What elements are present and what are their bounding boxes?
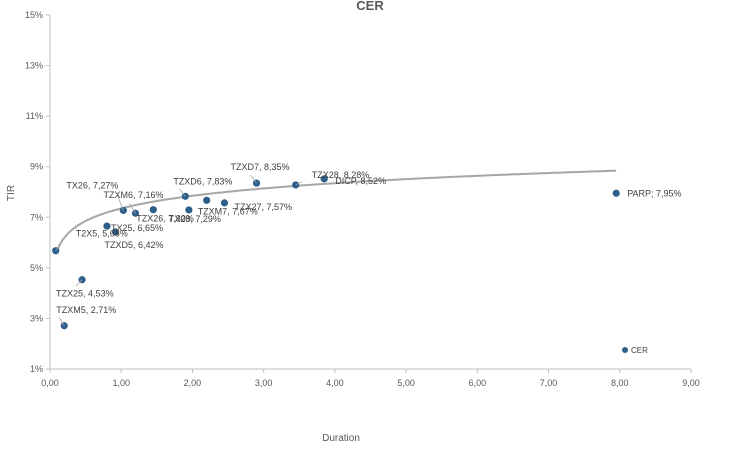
x-tick-label: 1,00	[112, 378, 130, 388]
y-tick-label: 3%	[30, 313, 43, 323]
trendline	[54, 169, 617, 255]
data-label: TZX28, 8,28%	[312, 170, 370, 180]
data-labels: TZXM5, 2,71% TZX25, 4,53% T2X5, 5,68%TX25,…	[55, 162, 682, 326]
y-tick-label: 7%	[30, 212, 43, 222]
data-point	[185, 206, 193, 214]
data-point	[320, 175, 328, 183]
x-tick-label: 6,00	[469, 378, 487, 388]
data-label: TZX26, 7,30%	[136, 214, 194, 224]
legend-marker	[622, 347, 628, 353]
x-tick-label: 4,00	[326, 378, 344, 388]
y-axis-label: TIR	[6, 185, 17, 201]
data-label: TX25, 6,65%	[111, 223, 163, 233]
data-label: TZXD5, 6,42%	[105, 240, 164, 250]
data-label: TX26, 7,27%	[66, 180, 118, 190]
data-label: TZXM6, 7,16%	[103, 190, 163, 200]
data-label: DICP, 8,52%	[335, 176, 386, 186]
data-label: TZXM7, 7,67%	[198, 206, 258, 216]
data-point	[60, 322, 68, 330]
legend-entry: CER	[631, 346, 648, 355]
data-label: TZXM5, 2,71%	[56, 305, 116, 315]
data-label: TZXD7, 8,35%	[231, 162, 290, 172]
x-tick-label: 0,00	[41, 378, 59, 388]
y-tick-label: 5%	[30, 263, 43, 273]
y-tick-label: 1%	[30, 364, 43, 374]
leader-line	[75, 279, 83, 287]
data-point	[220, 199, 229, 207]
tick-labels: 0,00 1,00 2,00 3,00 4,00 5,00 6,00 7,00 8,00 9,00…	[25, 10, 700, 388]
data-label: TZX27, 7,57%	[234, 202, 292, 212]
data-point	[203, 196, 211, 204]
x-axis-label: Duration	[322, 433, 360, 444]
leader-line	[250, 174, 257, 184]
data-point	[103, 222, 111, 230]
leader-line	[295, 181, 302, 186]
data-point	[612, 189, 620, 197]
data-point	[111, 228, 120, 236]
axes	[46, 14, 692, 373]
x-tick-label: 7,00	[540, 378, 558, 388]
x-tick-label: 9,00	[682, 378, 700, 388]
leader-line	[129, 203, 136, 214]
legend: CER	[622, 346, 648, 355]
data-label: TZXD6, 7,83%	[173, 176, 232, 186]
x-tick-label: 5,00	[397, 378, 415, 388]
data-point	[149, 206, 157, 214]
y-tick-label: 9%	[30, 162, 43, 172]
data-label: PARP; 7,95%	[627, 188, 681, 198]
leader-line	[116, 195, 124, 211]
y-tick-label: 11%	[26, 111, 43, 121]
leader-line	[179, 188, 186, 197]
y-tick-label: 13%	[25, 61, 43, 71]
x-tick-label: 3,00	[255, 378, 273, 388]
data-label: TZX25, 4,53%	[56, 289, 114, 299]
chart-title: CER	[356, 0, 384, 13]
x-tick-label: 8,00	[611, 378, 629, 388]
leader-line	[59, 317, 65, 326]
data-label: TX28, 7,29%	[169, 214, 221, 224]
leader-line	[55, 241, 63, 251]
data-label: T2X5, 5,68%	[76, 229, 128, 239]
y-tick-label: 15%	[25, 10, 43, 20]
x-tick-label: 2,00	[184, 378, 202, 388]
